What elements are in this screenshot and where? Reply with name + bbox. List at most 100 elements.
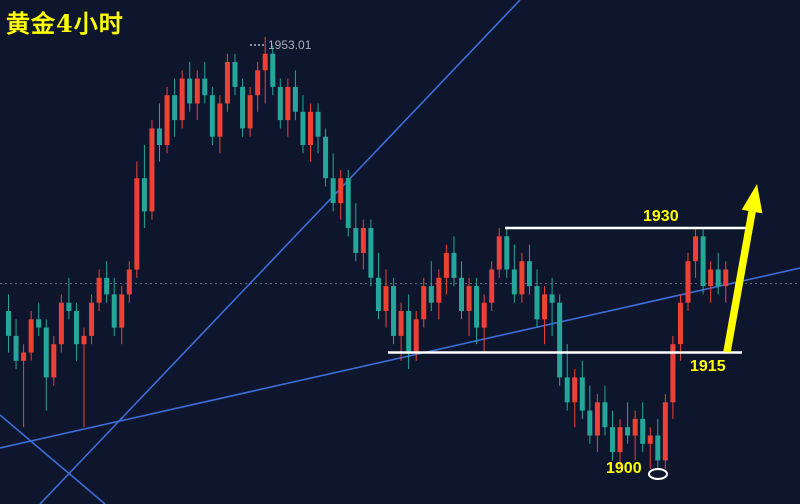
candle-body xyxy=(511,269,517,295)
candle-body xyxy=(504,236,510,270)
candle-body xyxy=(625,427,631,436)
candle-body xyxy=(443,252,449,278)
candle-body xyxy=(406,311,412,353)
candle-body xyxy=(693,236,699,262)
candle-body xyxy=(459,277,464,311)
breakout-arrow-shaft xyxy=(723,210,756,353)
candle-body xyxy=(368,228,374,278)
candle-body xyxy=(345,178,351,228)
low-circle-marker xyxy=(648,468,668,480)
candle-body xyxy=(677,302,683,345)
candle-body xyxy=(194,78,200,104)
peak-dotted-marker xyxy=(250,44,264,46)
candle-body xyxy=(187,78,193,104)
candle-body xyxy=(81,335,87,345)
candle-body xyxy=(594,402,600,436)
candle-body xyxy=(28,319,34,353)
candle-body xyxy=(240,86,246,129)
page-title: 黄金4小时 xyxy=(6,9,124,38)
candle-body xyxy=(481,302,487,328)
candle-body xyxy=(655,435,661,461)
candle-body xyxy=(285,86,291,121)
candle-body xyxy=(413,319,419,353)
candle-body xyxy=(300,111,306,145)
candle-body xyxy=(209,95,215,137)
candle-body xyxy=(474,286,480,328)
candle-body xyxy=(89,302,95,336)
candle-body xyxy=(534,286,540,320)
candle-body xyxy=(308,111,313,145)
candle-body xyxy=(549,294,555,303)
candle-body xyxy=(6,311,11,336)
breakout-arrow-head xyxy=(741,184,763,214)
support-level-label: 1915 xyxy=(690,358,726,375)
candle-body xyxy=(632,418,638,436)
peak-price-label: 1953.01 xyxy=(250,38,311,52)
candle-body xyxy=(315,111,321,137)
candle-body xyxy=(662,402,668,461)
candle-body xyxy=(134,178,140,270)
candle-body xyxy=(670,344,676,403)
candle-body xyxy=(202,78,208,96)
candle-body xyxy=(383,286,389,311)
candle-body xyxy=(375,277,381,311)
candle-body xyxy=(398,311,404,336)
candle-body xyxy=(292,86,298,112)
peak-price-value: 1953.01 xyxy=(268,38,312,52)
candle-body xyxy=(436,277,442,303)
candle-body xyxy=(466,286,472,311)
candle-body xyxy=(157,128,162,145)
candle-body xyxy=(526,261,532,287)
candle-body xyxy=(164,95,170,145)
candle-body xyxy=(96,277,102,303)
candle-body xyxy=(66,302,72,311)
candle-body xyxy=(542,294,548,320)
candle-body xyxy=(58,302,64,345)
candle-body xyxy=(36,319,42,328)
candle-body xyxy=(685,261,691,303)
candle-body xyxy=(270,53,276,87)
candle-body xyxy=(149,128,155,212)
candle-body xyxy=(360,228,366,253)
candle-body xyxy=(262,53,268,71)
candle-body xyxy=(708,269,714,287)
candle-body xyxy=(338,178,344,204)
candle-body xyxy=(13,335,19,361)
candle-body xyxy=(572,377,578,403)
trendline xyxy=(0,414,106,504)
candle-body xyxy=(715,269,721,287)
candle-body xyxy=(73,311,79,345)
candle-body xyxy=(496,236,502,270)
low-level-label: 1900 xyxy=(606,460,642,477)
candle-body xyxy=(104,277,110,295)
candle-body xyxy=(21,352,27,361)
candle-body xyxy=(587,410,593,436)
candle-body xyxy=(391,286,397,336)
candle-body xyxy=(700,236,706,287)
candle-body xyxy=(126,269,132,295)
candle-body xyxy=(489,269,495,303)
candle-body xyxy=(119,294,125,328)
candle-body xyxy=(723,269,729,287)
candle-body xyxy=(640,418,646,444)
candle-body xyxy=(330,178,336,204)
candle-body xyxy=(428,286,434,303)
candle-body xyxy=(617,427,623,453)
candle-body xyxy=(141,178,147,212)
candle-body xyxy=(610,427,615,453)
candle-body xyxy=(519,261,525,295)
candle-body xyxy=(647,435,653,444)
trendline xyxy=(0,267,800,449)
candle-body xyxy=(602,402,608,428)
candle-body xyxy=(232,62,238,87)
candle-body xyxy=(224,62,230,104)
candle-body xyxy=(579,377,585,411)
candle-body xyxy=(421,286,427,320)
candle-body xyxy=(111,294,117,328)
trendline xyxy=(39,0,521,504)
candle-body xyxy=(353,228,359,253)
candle-body xyxy=(179,78,185,121)
candle-body xyxy=(255,70,261,96)
